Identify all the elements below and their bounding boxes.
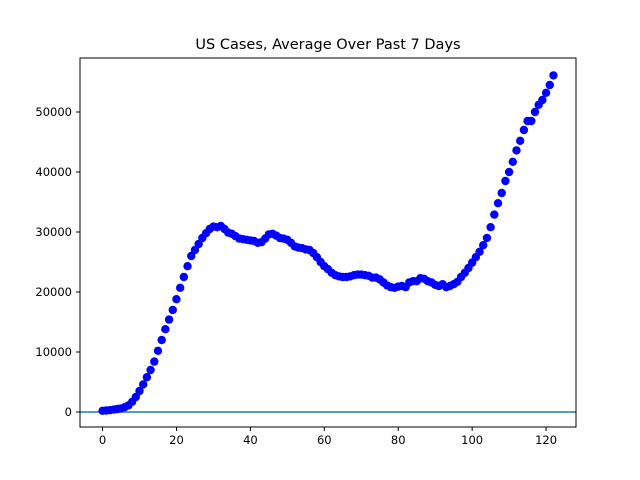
data-point <box>475 247 484 256</box>
plot-frame <box>79 57 577 428</box>
data-point <box>175 283 185 292</box>
data-point <box>549 71 558 80</box>
data-point <box>142 373 152 382</box>
data-point <box>153 346 163 355</box>
data-point <box>490 210 499 219</box>
data-point <box>527 116 536 126</box>
chart-title: US Cases, Average Over Past 7 Days <box>195 37 460 53</box>
data-points <box>98 71 558 415</box>
data-point <box>493 199 503 208</box>
data-point <box>482 233 492 243</box>
data-point <box>172 295 181 304</box>
data-point <box>530 107 540 117</box>
data-point <box>161 325 170 334</box>
y-tick-label: 40000 <box>35 165 72 179</box>
data-point <box>187 251 196 261</box>
data-point <box>139 380 148 389</box>
x-tick-label: 20 <box>169 433 184 447</box>
data-point <box>164 315 174 324</box>
x-tick-label: 80 <box>391 433 406 447</box>
x-tick-label: 0 <box>99 433 106 447</box>
data-point <box>179 272 189 282</box>
data-point <box>131 392 141 402</box>
data-point <box>508 157 517 166</box>
y-tick-label: 20000 <box>35 285 72 299</box>
y-tick-label: 30000 <box>35 225 72 239</box>
data-point <box>504 167 514 177</box>
data-point <box>194 239 203 249</box>
y-tick-label: 50000 <box>35 105 72 119</box>
y-tick-label: 10000 <box>35 345 72 359</box>
x-tick-label: 60 <box>317 433 332 447</box>
data-point <box>157 335 166 345</box>
axes: 0 20 40 60 80 100 120 0 10000 20000 30000 40000 5000… <box>35 105 557 447</box>
data-point <box>497 188 506 198</box>
data-point <box>190 245 200 255</box>
x-tick-label: 40 <box>243 433 258 447</box>
data-point <box>150 357 159 366</box>
data-point <box>479 241 488 250</box>
data-point <box>545 80 554 90</box>
data-point <box>183 262 192 271</box>
data-point <box>515 136 525 145</box>
data-point <box>519 125 529 135</box>
y-tick-label: 0 <box>65 405 72 419</box>
plot-area <box>80 58 576 427</box>
data-point <box>486 223 495 232</box>
data-point <box>541 88 551 98</box>
data-point <box>538 95 547 105</box>
x-tick-label: 120 <box>535 433 557 447</box>
data-point <box>168 305 177 315</box>
data-point <box>146 365 155 375</box>
data-point <box>135 386 144 396</box>
x-tick-label: 100 <box>461 433 483 447</box>
data-point <box>512 146 521 155</box>
data-point <box>501 176 510 186</box>
